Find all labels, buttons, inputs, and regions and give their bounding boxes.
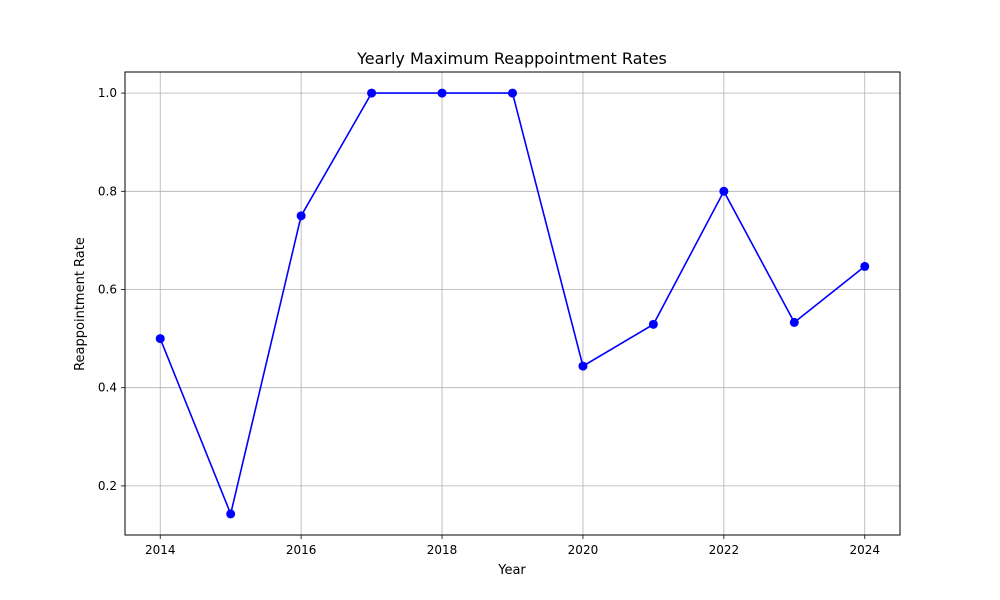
ticks-layer: 2014 2016 2018 2020 2022 2024 0.2 0.4 0.6 0.8 1.0 <box>98 86 880 557</box>
plot-area-frame <box>124 71 901 536</box>
data-point <box>508 88 517 98</box>
series-layer <box>155 88 870 519</box>
y-axis-label: Reappointment Rate <box>73 237 88 371</box>
data-point <box>155 334 165 344</box>
x-tick-label: 2024 <box>849 543 880 557</box>
x-tick-label: 2014 <box>145 543 176 557</box>
data-point <box>789 317 799 327</box>
chart-title: Yearly Maximum Reappointment Rates <box>356 49 667 68</box>
grid-layer <box>125 72 900 535</box>
data-point <box>860 261 870 271</box>
x-axis-label: Year <box>497 563 526 578</box>
series-line <box>159 92 866 517</box>
data-point <box>719 186 729 196</box>
y-tick-label: 1.0 <box>98 86 117 100</box>
data-point <box>296 211 306 221</box>
data-point <box>367 88 377 98</box>
x-tick-label: 2016 <box>286 543 317 557</box>
y-tick-label: 0.6 <box>98 283 117 297</box>
x-tick-label: 2022 <box>709 543 740 557</box>
y-tick-label: 0.8 <box>98 184 117 198</box>
data-point <box>578 361 588 371</box>
x-tick-label: 2018 <box>427 543 458 557</box>
data-point <box>226 509 236 519</box>
y-tick-label: 0.4 <box>98 381 117 395</box>
data-point <box>648 319 658 329</box>
x-tick-label: 2020 <box>568 543 599 557</box>
data-point <box>437 88 447 98</box>
y-tick-label: 0.2 <box>98 479 117 493</box>
